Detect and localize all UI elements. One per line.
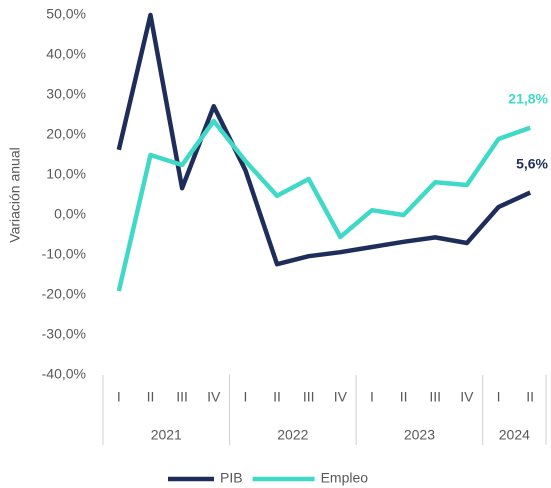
x-tick-label: I (243, 389, 247, 405)
x-group-label: 2023 (404, 427, 435, 443)
x-tick-label: IV (207, 389, 221, 405)
x-tick-label: III (303, 389, 315, 405)
y-tick-label: 30,0% (46, 86, 86, 102)
y-tick-label: 50,0% (46, 6, 86, 22)
x-tick-label: III (429, 389, 441, 405)
legend-label: Empleo (321, 470, 369, 486)
y-tick-label: -40,0% (42, 366, 86, 382)
y-tick-label: -10,0% (42, 246, 86, 262)
series-line (116, 118, 531, 292)
series-line (116, 12, 532, 267)
x-tick-label: I (370, 389, 374, 405)
x-tick-label: II (147, 389, 155, 405)
data-label: 5,6% (516, 155, 548, 171)
x-group-label: 2024 (499, 427, 530, 443)
x-tick-label: III (176, 389, 188, 405)
x-tick-label: IV (460, 389, 474, 405)
x-group-label: 2021 (151, 427, 182, 443)
x-group-label: 2022 (277, 427, 308, 443)
y-axis-label: Variación anual (7, 147, 23, 242)
y-tick-label: 40,0% (46, 46, 86, 62)
x-tick-label: II (400, 389, 408, 405)
x-tick-label: I (117, 389, 121, 405)
y-tick-label: -30,0% (42, 326, 86, 342)
legend-label: PIB (220, 470, 243, 486)
x-tick-label: IV (334, 389, 348, 405)
y-tick-label: 20,0% (46, 126, 86, 142)
y-tick-label: -20,0% (42, 286, 86, 302)
y-tick-label: 10,0% (46, 166, 86, 182)
x-tick-label: II (526, 389, 534, 405)
x-tick-label: II (273, 389, 281, 405)
data-label: 21,8% (508, 91, 548, 107)
x-tick-label: I (497, 389, 501, 405)
y-tick-label: 0,0% (54, 206, 86, 222)
